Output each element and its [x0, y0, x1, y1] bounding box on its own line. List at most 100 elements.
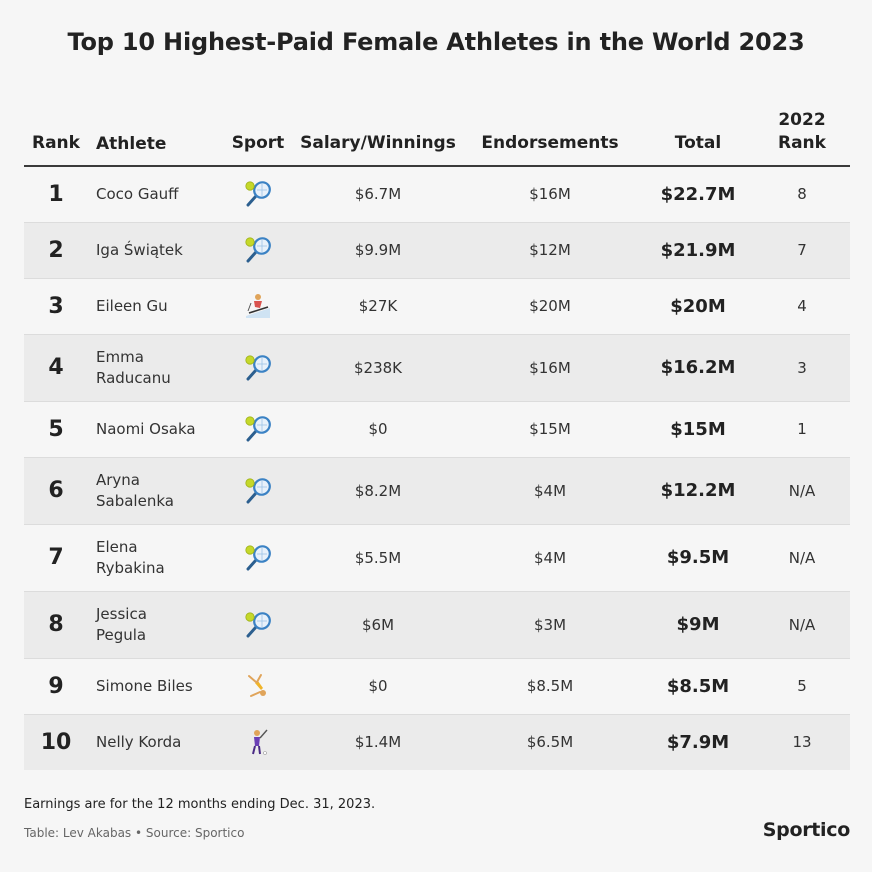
table-row: 9 Simone Biles $0 $8.5M $8.5M 5 — [24, 658, 850, 714]
prev-rank-cell: 4 — [797, 297, 807, 315]
total-cell: $20M — [670, 295, 726, 317]
header-prev-rank: 2022 Rank — [754, 104, 850, 166]
prev-rank-cell: N/A — [788, 481, 816, 500]
table-row: 4 Emma Raducanu $238K $16M $16.2M 3 — [24, 334, 850, 401]
sport-cell — [218, 658, 298, 714]
endorsements-cell: $4M — [533, 481, 567, 500]
endorsements-cell: $3M — [533, 615, 567, 634]
header-prev-rank-year: 2022 — [778, 110, 826, 130]
rank-cell: 3 — [48, 293, 64, 319]
salary-cell: $8.2M — [354, 481, 402, 500]
table-row: 3 Eileen Gu $27K $20M $20M 4 — [24, 278, 850, 334]
endorsements-cell: $20M — [529, 297, 571, 315]
prev-rank-cell: 7 — [797, 241, 807, 259]
skier-icon — [243, 291, 273, 321]
tennis-racket-icon — [243, 235, 273, 265]
endorsements-cell: $15M — [529, 420, 571, 438]
total-cell: $9M — [676, 614, 720, 635]
rank-cell: 1 — [48, 181, 64, 207]
rank-cell: 2 — [48, 237, 64, 263]
table-row: 2 Iga Świątek $9.9M $12M $21.9M 7 — [24, 222, 850, 278]
prev-rank-cell: N/A — [788, 615, 816, 634]
total-cell: $12.2M — [660, 480, 736, 501]
rank-cell: 8 — [48, 612, 64, 637]
total-cell: $21.9M — [660, 239, 736, 261]
rank-cell: 9 — [48, 673, 64, 699]
athlete-name: Simone Biles — [96, 676, 193, 695]
table-row: 10 Nelly Korda $1.4M $6.5M $7.9M 13 — [24, 714, 850, 770]
endorsements-cell: $12M — [529, 241, 571, 259]
header-endorsements: Endorsements — [481, 133, 619, 153]
athlete-name: Iga Świątek — [96, 240, 183, 259]
athlete-name: Aryna Sabalenka — [96, 470, 174, 510]
rank-cell: 5 — [48, 416, 64, 442]
brand-logo: Sportico — [762, 819, 851, 841]
athlete-name: Emma Raducanu — [96, 347, 171, 387]
header-rank: Rank — [32, 133, 80, 153]
tennis-racket-icon — [243, 414, 273, 444]
prev-rank-cell: 13 — [792, 733, 812, 752]
athlete-name: Eileen Gu — [96, 296, 168, 315]
sport-cell — [218, 591, 298, 658]
sport-cell — [218, 401, 298, 457]
total-cell: $22.7M — [660, 183, 736, 205]
tennis-racket-icon — [243, 543, 273, 573]
salary-cell: $27K — [358, 297, 398, 315]
table-row: 8 Jessica Pegula $6M $3M $9M N/A — [24, 591, 850, 658]
table-header-row: Rank Athlete Sport Salary/Winnings Endor… — [24, 104, 850, 166]
rank-cell: 4 — [48, 355, 64, 380]
sport-cell — [218, 524, 298, 591]
athlete-name: Elena Rybakina — [96, 537, 165, 577]
prev-rank-cell: 1 — [797, 420, 807, 438]
endorsements-cell: $6.5M — [526, 733, 574, 752]
sport-cell — [218, 457, 298, 524]
header-total: Total — [674, 133, 722, 153]
athlete-name: Naomi Osaka — [96, 419, 196, 438]
sport-cell — [218, 222, 298, 278]
athlete-name: Nelly Korda — [96, 732, 182, 751]
prev-rank-cell: 8 — [797, 185, 807, 204]
endorsements-cell: $16M — [529, 185, 571, 204]
earnings-table: Rank Athlete Sport Salary/Winnings Endor… — [24, 104, 850, 770]
rank-cell: 10 — [40, 729, 72, 755]
endorsements-cell: $8.5M — [526, 677, 574, 695]
table-row: 6 Aryna Sabalenka $8.2M $4M $12.2M N/A — [24, 457, 850, 524]
chart-title: Top 10 Highest-Paid Female Athletes in t… — [67, 28, 805, 56]
table-row: 7 Elena Rybakina $5.5M $4M $9.5M N/A — [24, 524, 850, 591]
salary-cell: $0 — [368, 677, 388, 695]
rank-cell: 7 — [48, 545, 64, 570]
tennis-racket-icon — [243, 476, 273, 506]
endorsements-cell: $4M — [533, 548, 567, 567]
endorsements-cell: $16M — [529, 358, 571, 377]
salary-cell: $6M — [361, 615, 395, 634]
sport-cell — [218, 278, 298, 334]
sport-cell — [218, 166, 298, 222]
header-athlete: Athlete — [96, 134, 167, 154]
prev-rank-cell: 5 — [797, 677, 807, 695]
golfer-icon — [243, 727, 273, 757]
rank-cell: 6 — [48, 478, 64, 503]
header-salary: Salary/Winnings — [300, 133, 456, 153]
total-cell: $16.2M — [660, 357, 736, 378]
gymnast-icon — [243, 671, 273, 701]
salary-cell: $0 — [368, 420, 388, 438]
total-cell: $15M — [670, 418, 726, 440]
total-cell: $7.9M — [666, 731, 730, 753]
table-body: 1 Coco Gauff $6.7M $16M $22.7M 8 2 Iga Świątek $… — [24, 166, 850, 770]
tennis-racket-icon — [243, 610, 273, 640]
salary-cell: $6.7M — [354, 185, 402, 204]
source-credit: Table: Lev Akabas • Source: Sportico — [24, 826, 245, 840]
salary-cell: $1.4M — [354, 733, 402, 752]
header-prev-rank-label: Rank — [778, 133, 826, 153]
footnote: Earnings are for the 12 months ending De… — [24, 797, 376, 812]
salary-cell: $9.9M — [354, 241, 402, 259]
athlete-name: Coco Gauff — [96, 184, 179, 203]
header-sport: Sport — [231, 133, 285, 153]
table-row: 5 Naomi Osaka $0 $15M $15M 1 — [24, 401, 850, 457]
prev-rank-cell: 3 — [797, 358, 807, 377]
sport-cell — [218, 334, 298, 401]
table-row: 1 Coco Gauff $6.7M $16M $22.7M 8 — [24, 166, 850, 222]
sport-cell — [218, 714, 298, 770]
salary-cell: $5.5M — [354, 548, 402, 567]
salary-cell: $238K — [353, 358, 402, 377]
